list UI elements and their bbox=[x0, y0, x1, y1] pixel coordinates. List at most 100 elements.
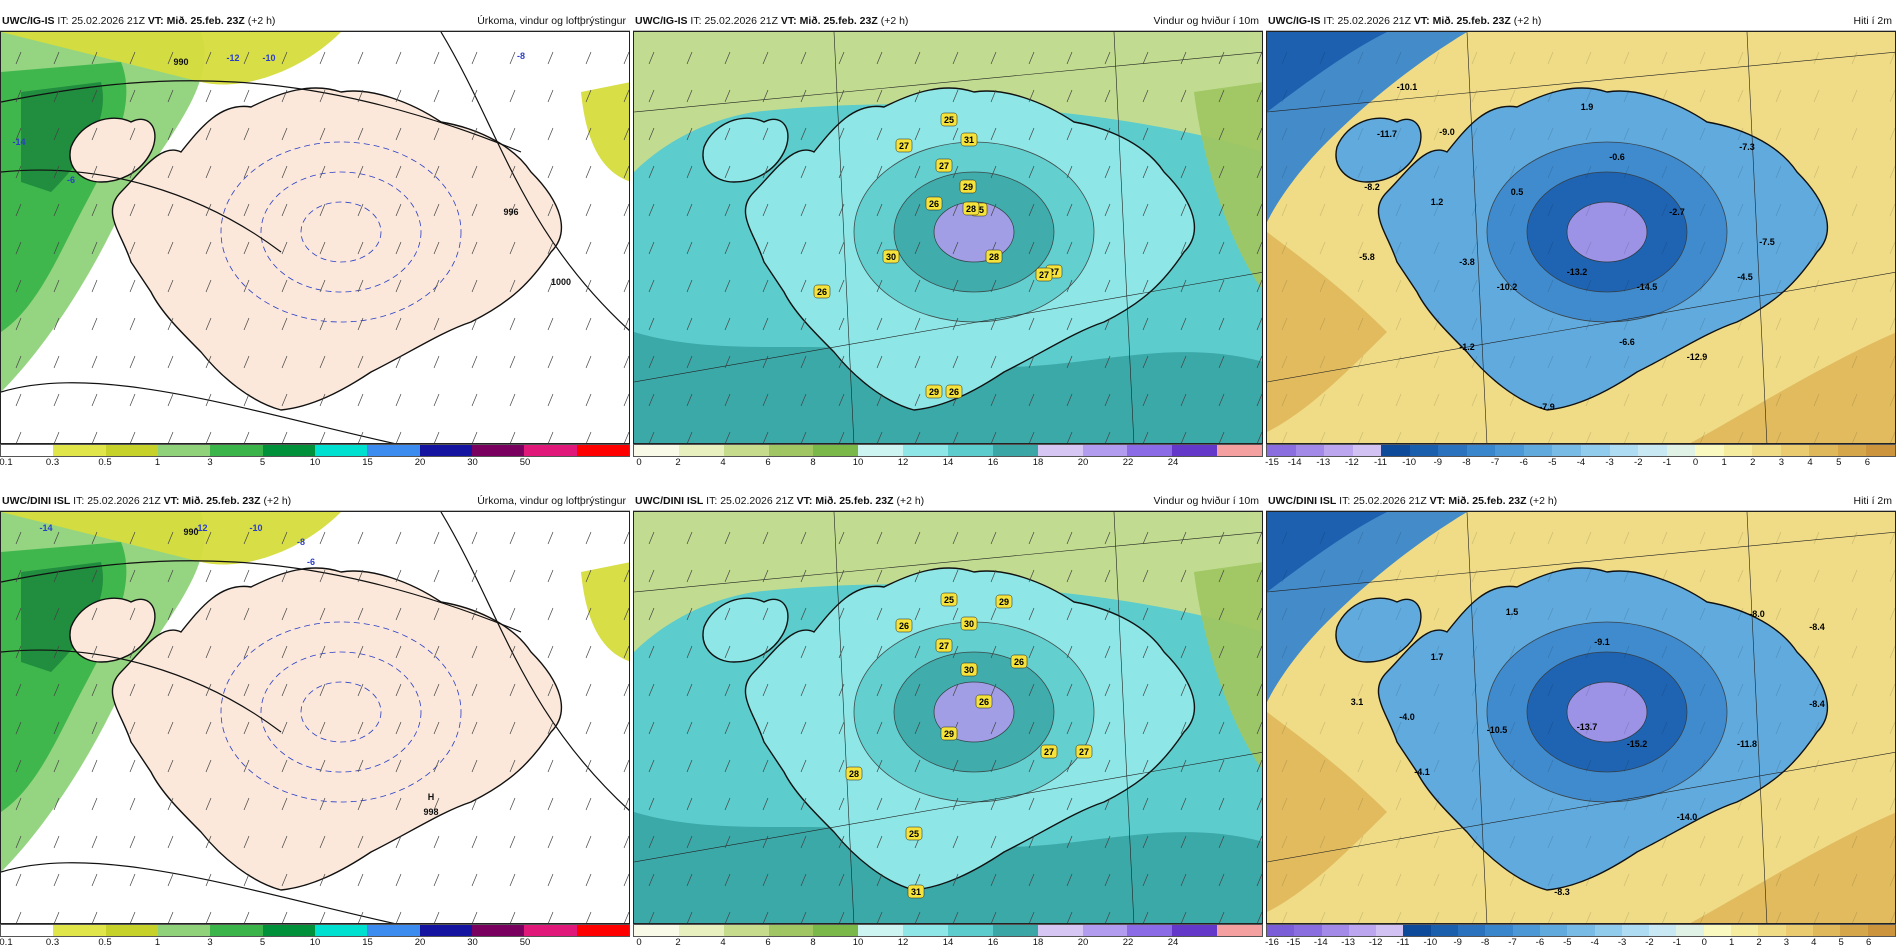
color-scale-bar bbox=[0, 444, 630, 457]
color-scale-step bbox=[723, 925, 769, 936]
wind-barb bbox=[1737, 393, 1744, 407]
gust-marker bbox=[960, 132, 978, 147]
wind-arrow bbox=[1066, 393, 1073, 407]
wind-arrow bbox=[915, 431, 921, 443]
wind-barb bbox=[282, 911, 288, 923]
wind-barb bbox=[1585, 165, 1592, 179]
wind-barb bbox=[1737, 127, 1744, 141]
wind-barb bbox=[395, 203, 402, 217]
wind-barb bbox=[1851, 721, 1858, 735]
wind-barb bbox=[1661, 127, 1668, 141]
wind-arrow bbox=[838, 317, 845, 331]
wind-barb bbox=[472, 911, 478, 923]
field-shading bbox=[1, 32, 341, 85]
forecast-map[interactable]: 1.5 -8.0 -9.1 -8.4 1.7 3.1 -4.0 -10.5 -13.7 -15.2… bbox=[1266, 511, 1896, 924]
panel-title: Hiti í 2m bbox=[1853, 15, 1892, 27]
color-scale-step bbox=[903, 445, 949, 456]
color-scale-step bbox=[1609, 445, 1639, 456]
forecast-map[interactable]: -14 -12 -10 -8 -6 990 1000 996 bbox=[0, 31, 630, 444]
wind-barb bbox=[1509, 241, 1516, 255]
wind-barb bbox=[623, 279, 629, 293]
wind-arrow bbox=[876, 683, 883, 697]
wind-arrow bbox=[1142, 683, 1149, 697]
wind-arrow bbox=[876, 355, 883, 369]
field-shading bbox=[1267, 512, 1387, 592]
forecast-map[interactable]: 253127272928262530282726262729 bbox=[633, 31, 1263, 444]
wind-arrow bbox=[725, 911, 731, 923]
wind-arrow bbox=[724, 241, 731, 255]
wind-barb bbox=[623, 127, 629, 141]
wind-arrow bbox=[1142, 165, 1149, 179]
wind-barb bbox=[1851, 393, 1858, 407]
color-scale-step bbox=[524, 925, 577, 936]
color-scale-tick-label: -16 bbox=[1265, 937, 1279, 948]
wind-barb bbox=[357, 127, 364, 141]
wind-barb bbox=[585, 759, 592, 773]
color-scale-tick-label: 3 bbox=[1778, 457, 1785, 468]
gust-marker bbox=[907, 884, 925, 899]
color-scale-tick-label: -2 bbox=[1634, 457, 1643, 468]
color-scale-tick-label: -9 bbox=[1433, 457, 1443, 468]
gust-label: 31 bbox=[911, 887, 921, 897]
wind-barb bbox=[585, 165, 592, 179]
forecast-map[interactable]: -10.1 1.9 -11.7 -9.0 -0.6 -7.3 -8.2 1.2 0.5 -2.7-… bbox=[1266, 31, 1896, 444]
wind-barb bbox=[1623, 127, 1630, 141]
wind-arrow bbox=[914, 569, 921, 583]
wind-barb bbox=[243, 51, 250, 65]
color-scale-step bbox=[1867, 925, 1895, 936]
temperature-label: -1.2 bbox=[1459, 342, 1475, 352]
wind-arrow bbox=[1218, 683, 1225, 697]
wind-barb bbox=[1509, 835, 1516, 849]
model-name: UWC/IG-IS bbox=[1268, 15, 1321, 27]
color-scale-labels: 0 2 4 6 8 10 12 14 16 18 20 22 24 bbox=[633, 937, 1263, 949]
gust-label: 28 bbox=[849, 769, 859, 779]
color-scale-tick-label: -1 bbox=[1662, 457, 1672, 468]
wind-barb bbox=[53, 531, 60, 545]
forecast-map[interactable]: 25 29 26 30 27 30 26 26 29 28 27 27 25 31 bbox=[633, 511, 1263, 924]
contour-label: 998 bbox=[423, 807, 438, 817]
wind-barb bbox=[509, 873, 516, 887]
wind-arrow bbox=[838, 835, 845, 849]
wind-barb bbox=[15, 393, 22, 407]
wind-barb bbox=[243, 721, 250, 735]
wind-arrow bbox=[1104, 569, 1111, 583]
wind-barb bbox=[1699, 355, 1706, 369]
wind-barb bbox=[1737, 645, 1744, 659]
wind-barb bbox=[281, 759, 288, 773]
wind-arrow bbox=[1028, 279, 1035, 293]
color-scale-tick-label: 2 bbox=[1750, 457, 1756, 468]
wind-barb bbox=[1395, 569, 1402, 583]
wind-barb bbox=[319, 721, 326, 735]
wind-barb bbox=[243, 89, 250, 103]
color-scale-step bbox=[1172, 445, 1218, 456]
wind-barb bbox=[1510, 431, 1516, 443]
wind-arrow bbox=[990, 531, 997, 545]
color-scale-step bbox=[634, 925, 679, 936]
contour-ring bbox=[1566, 681, 1648, 743]
wind-barb bbox=[243, 279, 250, 293]
wind-arrow bbox=[686, 797, 693, 811]
wind-barb bbox=[1775, 531, 1782, 545]
wind-barb bbox=[15, 203, 22, 217]
wind-barb bbox=[129, 607, 136, 621]
color-scale-tick-label: -7 bbox=[1490, 457, 1500, 468]
color-scale-tick-label: -7 bbox=[1508, 937, 1517, 948]
wind-barb bbox=[1433, 355, 1440, 369]
wind-barb bbox=[1889, 797, 1895, 811]
wind-barb bbox=[53, 797, 60, 811]
color-scale-step bbox=[576, 445, 629, 456]
wind-barb bbox=[1395, 797, 1402, 811]
wind-arrow bbox=[1066, 721, 1073, 735]
wind-barb bbox=[1509, 317, 1516, 331]
wind-barb bbox=[585, 835, 592, 849]
gust-marker bbox=[905, 826, 923, 841]
wind-arrow bbox=[952, 127, 959, 141]
wind-barb bbox=[205, 683, 212, 697]
wind-barb bbox=[357, 873, 364, 887]
wind-barb bbox=[1357, 393, 1364, 407]
forecast-map[interactable]: -14 -12 -10 -8 -6 990 998 H bbox=[0, 511, 630, 924]
wind-barb bbox=[1699, 797, 1706, 811]
gust-marker bbox=[1075, 744, 1093, 759]
wind-barb bbox=[1737, 569, 1744, 583]
wind-arrow bbox=[990, 683, 997, 697]
